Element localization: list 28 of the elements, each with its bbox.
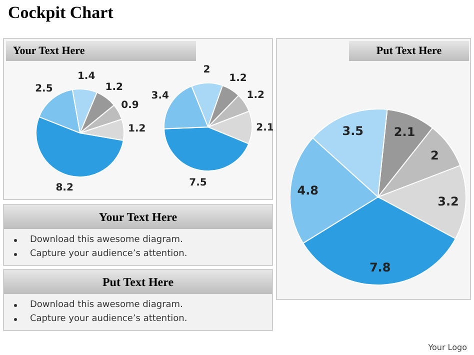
chart-title: Cockpit Chart — [8, 3, 114, 23]
data-label: 1.2 — [246, 90, 264, 102]
data-label: 2 — [203, 64, 210, 76]
text: Capture your audience’s attention. — [30, 248, 188, 261]
data-label: 1.4 — [77, 70, 96, 82]
text: Your Logo — [428, 343, 467, 352]
data-label: 2.5 — [35, 83, 53, 94]
data-label: 3.5 — [342, 124, 364, 138]
text: Download this awesome diagram. — [30, 234, 183, 247]
text: Download this awesome diagram. — [30, 299, 183, 312]
data-label: 7.5 — [189, 178, 207, 189]
data-label: 3.4 — [151, 90, 169, 102]
text: Put Text Here — [4, 270, 272, 294]
data-label: 0.9 — [121, 100, 139, 112]
data-label: 7.8 — [369, 260, 391, 274]
data-label: 2 — [430, 148, 439, 162]
chart-title: Put Text Here — [349, 41, 469, 61]
data-label: 1.2 — [128, 123, 146, 134]
chart-subtitle: Your Text Here — [6, 41, 196, 61]
data-label: 4.8 — [297, 184, 319, 198]
text: Your Text Here — [4, 205, 272, 229]
data-label: 2.1 — [394, 124, 416, 139]
text: Capture your audience’s attention. — [30, 313, 188, 326]
data-label: 3.2 — [438, 194, 459, 209]
data-label: 2.1 — [256, 122, 274, 134]
data-label: 1.2 — [105, 82, 124, 93]
data-label: 8.2 — [56, 182, 74, 194]
data-label: 1.2 — [229, 73, 247, 84]
